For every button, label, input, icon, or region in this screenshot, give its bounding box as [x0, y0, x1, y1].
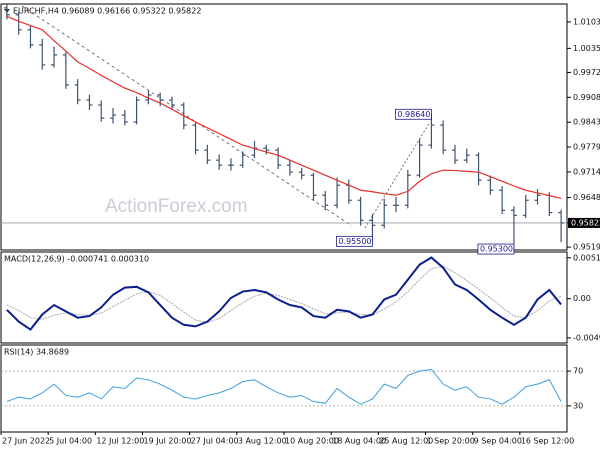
annotation-label: 0.98640 — [397, 110, 430, 119]
y-tick-label: 0.00 — [573, 294, 591, 303]
y-tick-label: -0.004954 — [573, 333, 600, 342]
x-tick-label: 25 Aug 12:00 — [379, 437, 433, 446]
y-tick-label: 70 — [573, 367, 583, 376]
y-tick-label: 0.95822 — [571, 218, 600, 227]
y-tick-label: 1.01035 — [573, 17, 600, 26]
y-tick-label: 0.97145 — [573, 167, 600, 176]
annotation-box — [477, 243, 515, 255]
macd-line — [6, 256, 562, 331]
annotation-box — [394, 108, 432, 120]
x-tick-label: 10 Aug 20:00 — [285, 437, 339, 446]
y-tick-label: 0.005171 — [573, 253, 600, 262]
y-tick-label: 30 — [573, 401, 583, 410]
price-panel — [0, 3, 568, 251]
y-tick-label: 0.95195 — [573, 243, 600, 252]
rsi-panel — [0, 344, 568, 433]
trend-line — [364, 121, 431, 229]
macd-title: MACD(12,26,9) -0.000741 0.000310 — [4, 255, 149, 264]
x-tick-label: 9 Sep 04:00 — [474, 437, 522, 446]
x-tick-label: 27 Jul 04:00 — [191, 437, 239, 446]
trend-line — [21, 5, 353, 227]
watermark: ActionForex.com — [105, 196, 248, 217]
rsi-line — [6, 368, 562, 405]
x-tick-label: 3 Aug 12:00 — [238, 437, 287, 446]
rsi-title: RSI(14) 34.8689 — [4, 348, 69, 357]
x-tick-label: 16 Sep 12:00 — [521, 437, 574, 446]
price-title: EURCHF,H4 0.96089 0.96166 0.95322 0.9582… — [13, 7, 201, 16]
x-tick-label: 18 Aug 04:00 — [332, 437, 386, 446]
x-tick-label: 12 Jul 12:00 — [96, 437, 144, 446]
current-price-box — [568, 217, 600, 228]
x-tick-label: 5 Jul 04:00 — [49, 437, 92, 446]
y-tick-label: 0.99725 — [573, 68, 600, 77]
x-tick-label: 1 Sep 20:00 — [427, 437, 475, 446]
y-tick-label: 0.98435 — [573, 118, 600, 127]
annotation-box — [336, 235, 373, 247]
x-tick-label: 27 Jun 2022 — [2, 437, 50, 446]
annotation-label: 0.95300 — [480, 245, 513, 254]
signal-line — [6, 265, 562, 323]
annotation-label: 0.95500 — [338, 237, 371, 246]
x-tick-label: 19 Jul 20:00 — [144, 437, 192, 446]
moving-average — [6, 15, 562, 199]
